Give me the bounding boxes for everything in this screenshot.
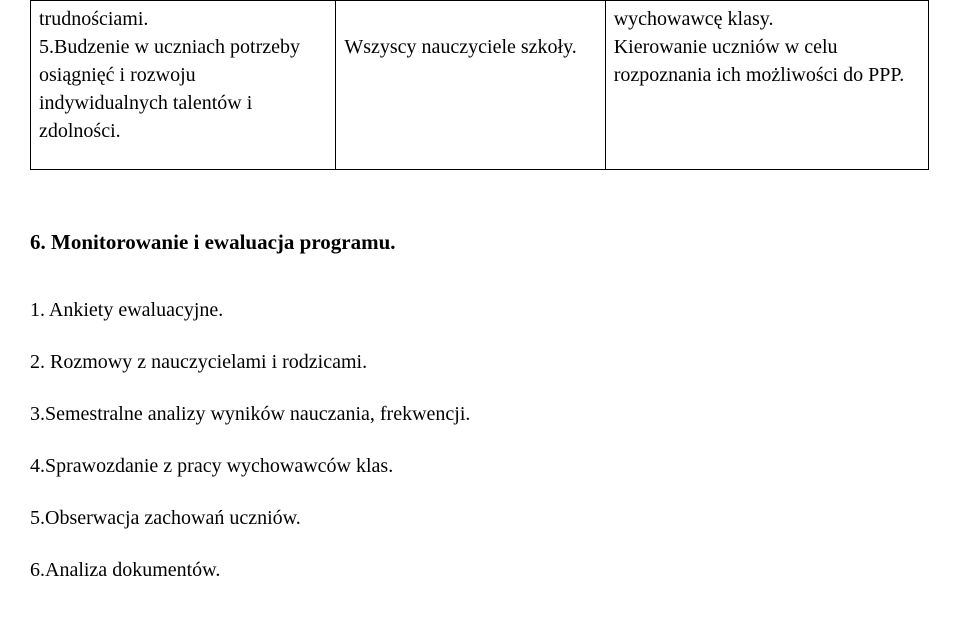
list-item: 2. Rozmowy z nauczycielami i rodzicami.: [30, 347, 929, 377]
cell2-text: Wszyscy nauczyciele szkoły.: [344, 36, 577, 58]
cell3-line2: Kierowanie uczniów w celu rozpoznania ic…: [614, 36, 905, 86]
cell3-line1: wychowawcę klasy.: [614, 8, 774, 30]
table-cell-1: trudnościami. 5.Budzenie w uczniach potr…: [31, 1, 336, 170]
evaluation-list: 1. Ankiety ewaluacyjne. 2. Rozmowy z nau…: [30, 295, 929, 585]
list-item: 5.Obserwacja zachowań uczniów.: [30, 503, 929, 533]
table-cell-2: Wszyscy nauczyciele szkoły.: [336, 1, 605, 170]
list-item: 4.Sprawozdanie z pracy wychowawców klas.: [30, 451, 929, 481]
content-table: trudnościami. 5.Budzenie w uczniach potr…: [30, 0, 929, 170]
list-item: 6.Analiza dokumentów.: [30, 555, 929, 585]
list-item: 1. Ankiety ewaluacyjne.: [30, 295, 929, 325]
cell1-line2: 5.Budzenie w uczniach potrzeby osiągnięć…: [39, 36, 300, 142]
table-row: trudnościami. 5.Budzenie w uczniach potr…: [31, 1, 929, 170]
table-cell-3: wychowawcę klasy. Kierowanie uczniów w c…: [605, 1, 928, 170]
document-page: trudnościami. 5.Budzenie w uczniach potr…: [0, 0, 959, 627]
list-item: 3.Semestralne analizy wyników nauczania,…: [30, 399, 929, 429]
section-heading: 6. Monitorowanie i ewaluacja programu.: [30, 230, 929, 255]
cell1-line1: trudnościami.: [39, 8, 148, 30]
